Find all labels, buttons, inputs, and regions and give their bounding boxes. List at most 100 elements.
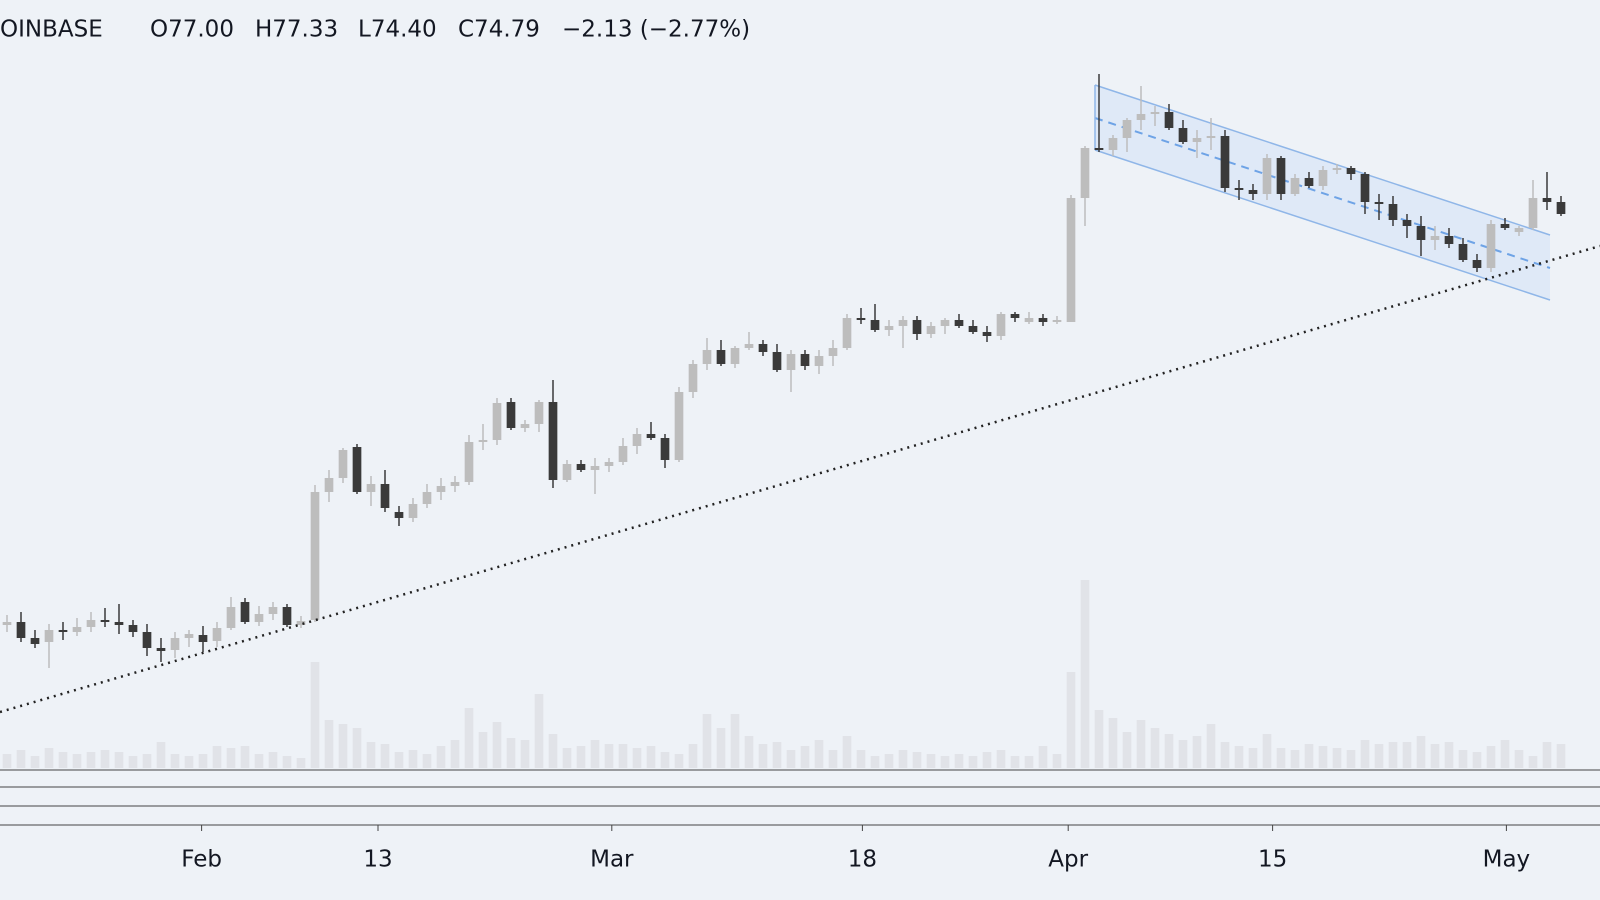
volume-bar [100, 750, 110, 768]
candle-body [590, 466, 600, 470]
candle-body [856, 318, 866, 320]
candle-body [534, 402, 544, 424]
candle-body [1556, 202, 1566, 214]
volume-bar [1360, 740, 1370, 768]
volume-bar [1220, 742, 1230, 768]
volume-bar [1234, 746, 1244, 768]
volume-bar [618, 744, 628, 768]
candle-body [996, 314, 1006, 336]
candle-body [1248, 190, 1258, 194]
candle-body [940, 320, 950, 326]
volume-bar [1472, 752, 1482, 768]
volume-bar [674, 754, 684, 768]
volume-bar [562, 748, 572, 768]
symbol: OINBASE [0, 17, 103, 43]
candle-body [1542, 198, 1552, 202]
volume-bar [1136, 720, 1146, 768]
volume-bar [1248, 748, 1258, 768]
candle-body [1276, 158, 1286, 194]
candle-body [1388, 204, 1398, 220]
candle-body [1500, 224, 1510, 228]
candle-body [1150, 112, 1160, 114]
volume-bar [1164, 734, 1174, 768]
candle-body [156, 648, 166, 651]
volume-bar [1444, 742, 1454, 768]
candle-body [702, 350, 712, 364]
candle-body [1514, 228, 1524, 232]
candle-body [660, 438, 670, 460]
candle-body [16, 622, 26, 638]
volume-bar [282, 756, 292, 768]
candle-body [1346, 168, 1356, 174]
candle-body [478, 440, 488, 442]
volume-bar [1374, 744, 1384, 768]
candle-body [366, 484, 376, 492]
volume-bar [1514, 750, 1524, 768]
candle-body [1220, 136, 1230, 188]
candle-body [1024, 318, 1034, 322]
volume-bar [408, 750, 418, 768]
volume-bar [688, 744, 698, 768]
candle-body [870, 320, 880, 330]
volume-bar [16, 750, 26, 768]
volume-bar [268, 752, 278, 768]
candle-body [1192, 138, 1202, 142]
candle-body [44, 630, 54, 642]
volume-bar [2, 754, 12, 768]
ohlc-open: O77.00 [150, 17, 234, 43]
candle-body [296, 621, 306, 625]
candle-body [842, 318, 852, 348]
volume-bar [1080, 580, 1090, 768]
volume-bar [492, 722, 502, 768]
candle-body [1108, 138, 1118, 150]
candle-body [1304, 178, 1314, 186]
candle-body [268, 607, 278, 614]
candle-body [758, 344, 768, 352]
volume-bar [590, 740, 600, 768]
x-tick-label: 18 [848, 847, 877, 873]
candle-body [170, 638, 180, 650]
volume-bar [226, 748, 236, 768]
volume-bar [1430, 744, 1440, 768]
volume-bar [1500, 740, 1510, 768]
volume-bar [296, 758, 306, 768]
volume-bar [1388, 742, 1398, 768]
candle-body [898, 320, 908, 326]
volume-bar [576, 746, 586, 768]
ohlc-low: L74.40 [358, 17, 437, 43]
candle-body [730, 348, 740, 364]
candle-body [1402, 220, 1412, 226]
volume-bar [1010, 756, 1020, 768]
candle-body [954, 320, 964, 326]
x-tick-label: 15 [1258, 847, 1287, 873]
volume-bar [884, 754, 894, 768]
channel-upper [1094, 84, 1551, 236]
volume-bar [1318, 746, 1328, 768]
candle-body [1178, 128, 1188, 142]
volume-bar [604, 744, 614, 768]
volume-bar [352, 728, 362, 768]
volume-bar [660, 752, 670, 768]
volume-bar [1192, 736, 1202, 768]
volume-bar [72, 754, 82, 768]
volume-bar [548, 734, 558, 768]
volume-bar [982, 752, 992, 768]
candle-body [912, 320, 922, 334]
candle-body [380, 484, 390, 508]
volume-bar [156, 742, 166, 768]
candle-body [548, 402, 558, 480]
volume-bar [1416, 736, 1426, 768]
volume-bar [1066, 672, 1076, 768]
candle-body [1080, 148, 1090, 198]
volume-bar [338, 724, 348, 768]
candle-body [128, 625, 138, 632]
volume-bar [646, 746, 656, 768]
volume-bar [1528, 756, 1538, 768]
volume-bar [170, 754, 180, 768]
candle-body [1066, 198, 1076, 322]
candle-body [1486, 224, 1496, 268]
volume-bar [1024, 756, 1034, 768]
volume-bar [856, 750, 866, 768]
volume-bar [828, 750, 838, 768]
